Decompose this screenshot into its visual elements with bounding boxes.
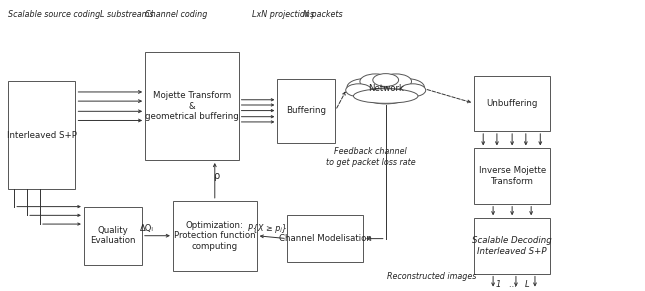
Text: Quality
Evaluation: Quality Evaluation [90, 226, 135, 245]
Text: Feedback channel
to get packet loss rate: Feedback channel to get packet loss rate [326, 148, 415, 167]
Text: Optimization:
Protection function
computing: Optimization: Protection function comput… [174, 221, 255, 251]
Text: Mojette Transform
&
geometrical buffering: Mojette Transform & geometrical bufferin… [145, 91, 239, 121]
FancyBboxPatch shape [287, 215, 363, 262]
Text: ρ: ρ [213, 171, 220, 181]
Ellipse shape [353, 89, 418, 103]
Text: Buffering: Buffering [286, 106, 326, 115]
FancyBboxPatch shape [145, 52, 239, 160]
Text: Scalable source coding: Scalable source coding [8, 10, 100, 19]
Ellipse shape [381, 74, 412, 89]
FancyBboxPatch shape [84, 207, 142, 265]
Ellipse shape [360, 74, 391, 89]
Text: Network: Network [368, 84, 404, 93]
Ellipse shape [388, 79, 424, 96]
Ellipse shape [346, 84, 372, 97]
Text: LxN projections: LxN projections [252, 10, 313, 19]
Text: Inverse Mojette
Transform: Inverse Mojette Transform [479, 166, 546, 186]
Text: Scalable Decoding
Interleaved S+P: Scalable Decoding Interleaved S+P [472, 236, 552, 255]
FancyBboxPatch shape [8, 81, 75, 189]
Ellipse shape [400, 84, 426, 97]
FancyBboxPatch shape [277, 79, 335, 143]
Text: Reconstructed images: Reconstructed images [388, 272, 477, 281]
Text: ΔQₗ: ΔQₗ [140, 224, 154, 233]
Text: N packets: N packets [303, 10, 342, 19]
Text: Channel coding: Channel coding [145, 10, 208, 19]
FancyBboxPatch shape [173, 201, 257, 271]
Ellipse shape [359, 79, 413, 104]
Text: 1   ...   L: 1 ... L [496, 280, 530, 289]
Text: Interleaved S+P: Interleaved S+P [6, 131, 77, 140]
Text: L substreams: L substreams [100, 10, 154, 19]
Text: Unbuffering: Unbuffering [486, 99, 538, 108]
FancyBboxPatch shape [474, 76, 550, 131]
FancyBboxPatch shape [474, 218, 550, 274]
Text: P{X ≥ pⱼ}: P{X ≥ pⱼ} [248, 224, 287, 233]
Text: Channel Modelisation: Channel Modelisation [279, 234, 372, 243]
FancyBboxPatch shape [474, 148, 550, 204]
Ellipse shape [373, 74, 399, 86]
Ellipse shape [347, 79, 383, 96]
